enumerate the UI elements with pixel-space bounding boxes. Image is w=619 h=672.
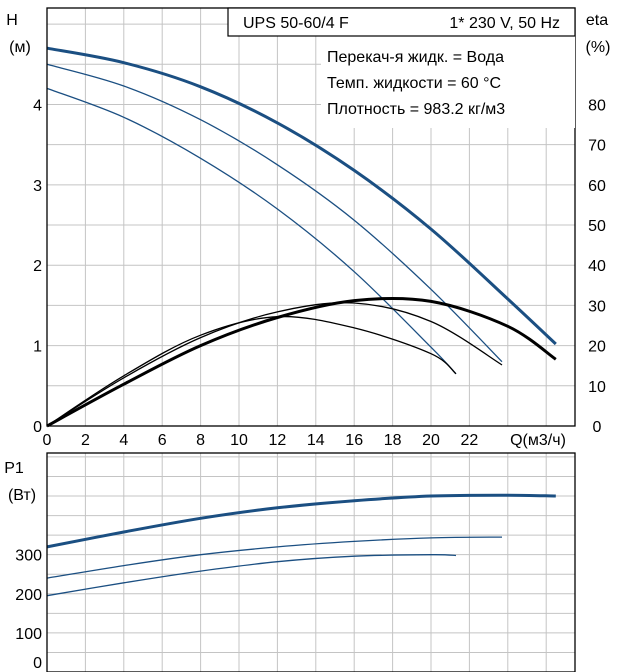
x-tick-label: 2 [81, 432, 90, 449]
head-curve-1 [46, 46, 557, 346]
y2-tick-label: 40 [588, 258, 606, 275]
x-tick-label: 12 [269, 432, 287, 449]
top-series [46, 46, 557, 428]
y2-tick-label: 0 [593, 419, 602, 436]
power-curve-3 [46, 554, 457, 597]
efficiency-curve-2 [46, 302, 503, 427]
head-curve-2 [46, 63, 503, 363]
bottom-grid [47, 453, 575, 672]
power-axis-title: P1 [4, 460, 24, 477]
bottom-plot-frame [46, 452, 576, 672]
power-tick-label: 300 [15, 548, 42, 565]
power-tick-label: 200 [15, 587, 42, 604]
power-tick-label: 0 [33, 655, 42, 672]
head-curve-3 [46, 87, 457, 375]
info-box: UPS 50-60/4 F 1* 230 V, 50 Hz Перекач-я … [227, 7, 576, 128]
liquid-label: Перекач-я жидк. = Вода [327, 49, 504, 66]
x-tick-label: 18 [384, 432, 402, 449]
x-axis-title: Q(м3/ч) [510, 432, 566, 449]
y2-tick-label: 30 [588, 298, 606, 315]
power-axis-unit: (Вт) [8, 487, 36, 504]
y-tick-label: 0 [33, 419, 42, 436]
pump-model: UPS 50-60/4 F [243, 15, 349, 32]
density-label: Плотность = 983.2 кг/м3 [327, 101, 505, 118]
info-box-title-frame [227, 7, 576, 37]
y-axis-title: H [6, 12, 18, 29]
x-tick-label: 6 [158, 432, 167, 449]
power-curve-1 [46, 493, 556, 549]
x-tick-label: 20 [422, 432, 440, 449]
y2-tick-label: 20 [588, 339, 606, 356]
y2-tick-label: 80 [588, 97, 606, 114]
power-panel: 0 100 200 300 P1 (Вт) [4, 452, 576, 672]
x-tick-label: 4 [119, 432, 128, 449]
y-tick-label: 1 [33, 339, 42, 356]
power-curve-2 [46, 536, 503, 579]
pump-supply: 1* 230 V, 50 Hz [449, 15, 560, 32]
y-axis-unit: (м) [9, 39, 31, 56]
x-tick-label: 14 [307, 432, 325, 449]
x-tick-label: 16 [345, 432, 363, 449]
power-tick-label: 100 [15, 626, 42, 643]
info-box-background [321, 36, 575, 128]
y-tick-label: 2 [33, 258, 42, 275]
x-tick-label: 8 [196, 432, 205, 449]
y2-tick-label: 10 [588, 379, 606, 396]
y-tick-label: 3 [33, 178, 42, 195]
x-tick-label: 10 [230, 432, 248, 449]
temperature-label: Темп. жидкости = 60 °C [327, 75, 501, 92]
y2-axis-unit: (%) [586, 39, 611, 56]
top-tick-labels: 0 2 4 6 8 10 12 14 16 18 20 22012340102030405060708… [33, 97, 606, 449]
y-tick-label: 4 [33, 97, 42, 114]
x-tick-label: 22 [461, 432, 479, 449]
y2-tick-label: 50 [588, 218, 606, 235]
bottom-tick-labels: 0 100 200 300 [15, 548, 42, 672]
y2-axis-title: eta [586, 12, 608, 29]
bottom-series [46, 493, 556, 597]
head-efficiency-panel: 0 2 4 6 8 10 12 14 16 18 20 22012340102030405060708… [6, 7, 611, 449]
y2-tick-label: 70 [588, 138, 606, 155]
efficiency-curve-1 [46, 296, 557, 428]
y2-tick-label: 60 [588, 178, 606, 195]
efficiency-curve-3 [46, 315, 457, 427]
x-tick-label: 0 [43, 432, 52, 449]
